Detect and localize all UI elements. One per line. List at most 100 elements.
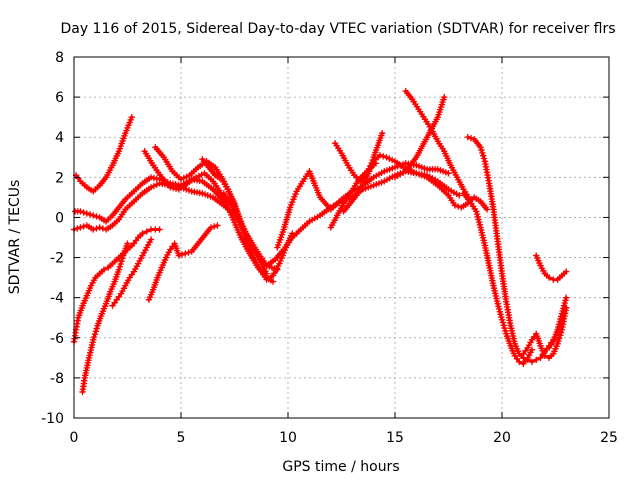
data-point xyxy=(185,249,192,256)
data-point xyxy=(156,226,163,233)
series-13 xyxy=(340,130,386,215)
series-1 xyxy=(71,174,227,225)
data-point xyxy=(177,176,185,183)
series-10 xyxy=(220,168,463,269)
data-point xyxy=(90,333,98,341)
data-point xyxy=(90,336,97,343)
data-point xyxy=(467,135,475,142)
series-18 xyxy=(464,134,570,366)
data-point xyxy=(92,328,100,335)
series-9 xyxy=(199,156,296,283)
x-tick-label: 5 xyxy=(177,430,186,446)
y-tick-label: -8 xyxy=(50,371,64,387)
data-point xyxy=(178,251,186,258)
series-line xyxy=(462,191,534,366)
series-line xyxy=(73,175,226,223)
data-point xyxy=(479,149,486,157)
data-point xyxy=(139,230,146,237)
data-point xyxy=(118,257,125,265)
data-point xyxy=(369,156,376,164)
data-point xyxy=(100,266,108,273)
y-tick-label: 2 xyxy=(55,170,64,186)
data-point xyxy=(563,268,570,275)
data-point xyxy=(77,208,84,215)
data-point xyxy=(124,240,131,247)
data-point xyxy=(150,182,158,190)
data-point xyxy=(147,184,155,191)
y-tick-label: -4 xyxy=(50,291,64,307)
series-22 xyxy=(533,252,570,283)
data-point xyxy=(557,332,564,339)
x-axis-label: GPS time / hours xyxy=(282,459,399,475)
data-point xyxy=(454,203,462,210)
data-point xyxy=(556,334,563,342)
x-tick-label: 20 xyxy=(493,430,511,446)
data-point xyxy=(147,174,155,181)
data-point xyxy=(90,226,97,233)
data-point xyxy=(192,174,200,181)
data-point xyxy=(90,212,97,219)
data-point xyxy=(93,213,100,220)
data-point xyxy=(502,327,509,335)
series-line xyxy=(147,224,219,302)
data-point xyxy=(269,278,277,285)
data-point xyxy=(182,250,189,257)
series-16 xyxy=(391,93,448,181)
data-point xyxy=(528,358,536,366)
data-point xyxy=(533,356,540,364)
data-point xyxy=(153,175,160,182)
series-12 xyxy=(331,140,416,185)
data-point xyxy=(172,185,180,192)
data-point xyxy=(180,174,188,182)
y-tick-label: 6 xyxy=(55,90,64,106)
data-point xyxy=(169,184,177,192)
data-point xyxy=(388,156,396,164)
data-point xyxy=(99,225,107,232)
data-point xyxy=(545,274,553,281)
data-point xyxy=(198,171,205,178)
x-tick-label: 25 xyxy=(600,430,618,446)
series-4 xyxy=(79,240,131,396)
data-point xyxy=(150,174,158,182)
data-point xyxy=(479,152,487,159)
data-point xyxy=(386,155,393,162)
x-tick-label: 10 xyxy=(279,430,297,446)
y-axis-label: SDTVAR / TECUs xyxy=(7,180,23,295)
data-point xyxy=(441,93,448,101)
y-tick-label: -6 xyxy=(50,331,64,347)
data-point xyxy=(175,252,183,259)
y-tick-label: -2 xyxy=(50,251,64,267)
y-tick-label: -10 xyxy=(41,411,64,427)
y-tick-label: 8 xyxy=(55,50,64,66)
data-point xyxy=(128,113,135,121)
data-point xyxy=(74,225,81,232)
data-point xyxy=(183,173,190,180)
data-point xyxy=(380,153,387,160)
data-point xyxy=(167,184,174,191)
data-point xyxy=(207,224,215,231)
data-point xyxy=(86,211,94,218)
data-point xyxy=(477,144,484,151)
y-tick-label: 0 xyxy=(55,210,64,226)
data-point xyxy=(383,154,390,161)
x-tick-label: 15 xyxy=(386,430,404,446)
data-point xyxy=(143,228,150,235)
data-point xyxy=(77,224,84,231)
data-point xyxy=(372,160,379,167)
data-point xyxy=(563,294,570,301)
data-point xyxy=(499,319,507,326)
data-point xyxy=(195,172,203,180)
series-line xyxy=(534,254,568,282)
data-point xyxy=(445,170,452,177)
data-point xyxy=(483,206,491,213)
data-point xyxy=(115,266,123,273)
data-point xyxy=(80,223,87,230)
x-tick-label: 0 xyxy=(70,430,79,446)
data-point xyxy=(541,352,548,360)
data-point xyxy=(480,155,488,162)
data-point xyxy=(376,152,384,159)
data-point xyxy=(117,260,124,268)
data-point xyxy=(515,358,523,366)
